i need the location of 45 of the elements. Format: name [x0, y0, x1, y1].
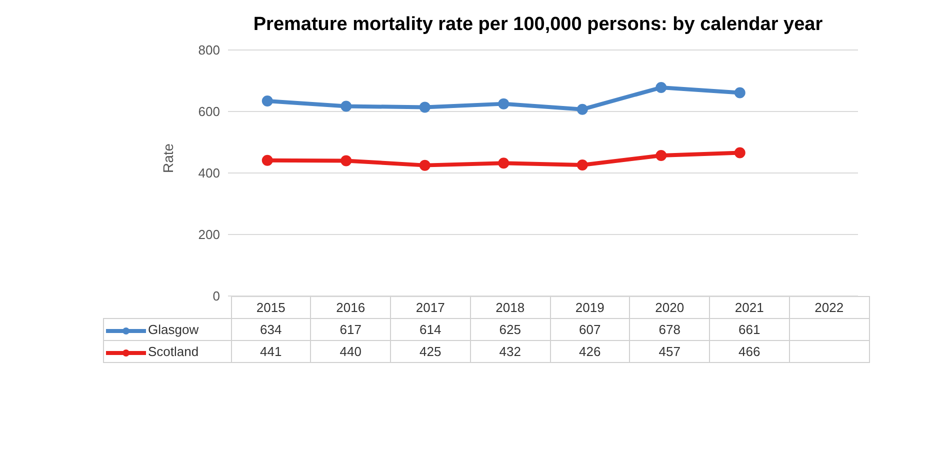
y-tick-label: 800 — [198, 42, 220, 58]
y-tick-label: 400 — [198, 166, 220, 181]
data-label: 466 — [710, 340, 790, 362]
y-tick-label: 0 — [212, 288, 220, 304]
y-tick-label: 600 — [198, 104, 220, 120]
point — [656, 150, 667, 161]
chart-title: Premature mortality rate per 100,000 persons: by calendar year — [252, 14, 824, 36]
point — [419, 102, 430, 113]
point — [498, 158, 510, 169]
y-axis-title: Rate — [160, 143, 176, 173]
data-label: 625 — [470, 318, 550, 340]
point — [419, 160, 430, 171]
data-label: 661 — [710, 318, 790, 340]
point — [576, 104, 588, 115]
point — [262, 96, 273, 107]
x-tick-label: 2021 — [710, 296, 790, 318]
x-tick-label: 2016 — [310, 296, 390, 318]
data-label: 678 — [630, 318, 710, 340]
data-label: 440 — [310, 340, 390, 362]
x-tick-label: 2019 — [550, 296, 630, 318]
data-label: 634 — [231, 318, 311, 340]
legend-label: Glasgow — [148, 322, 199, 337]
data-label: 432 — [470, 340, 550, 362]
point — [656, 82, 667, 94]
x-tick-label: 2015 — [231, 296, 311, 318]
data-label: 425 — [390, 340, 470, 362]
point — [262, 154, 273, 166]
data-label: 614 — [390, 318, 470, 340]
x-tick-label: 2017 — [390, 296, 470, 318]
x-tick-label: 2020 — [630, 296, 710, 318]
point — [340, 100, 352, 112]
point — [576, 160, 588, 171]
y-tick-label: 200 — [198, 227, 220, 242]
point — [340, 155, 352, 166]
point — [498, 98, 510, 110]
data-label: 426 — [550, 340, 630, 362]
data-label: 457 — [630, 340, 710, 362]
x-tick-label: 2018 — [470, 296, 550, 318]
data-label: 441 — [231, 340, 311, 362]
x-tick-label: 2022 — [789, 296, 869, 318]
point — [734, 87, 746, 98]
point — [734, 147, 746, 158]
legend-label: Scotland — [148, 344, 199, 359]
data-label: 617 — [310, 318, 390, 340]
data-label: 607 — [550, 318, 630, 340]
